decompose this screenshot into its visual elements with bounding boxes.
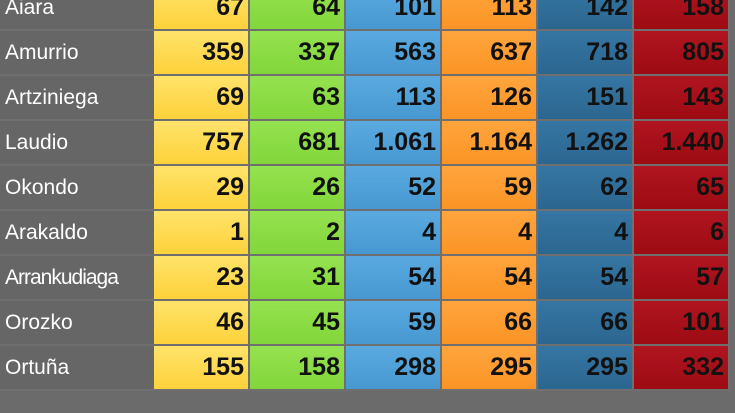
municipality-name: Arrankudiaga — [0, 254, 154, 301]
value-cell: 57 — [633, 254, 730, 301]
municipality-data-table: Aiara 67 64 101 113 142 158 Amurrio 359 337 563 637… — [0, 0, 730, 391]
value-cell: 31 — [249, 254, 346, 301]
value-cell: 1.164 — [441, 119, 538, 166]
value-cell: 59 — [441, 164, 538, 211]
value-cell: 62 — [537, 164, 634, 211]
value-cell: 54 — [537, 254, 634, 301]
value-cell: 67 — [153, 0, 250, 31]
value-cell: 46 — [153, 299, 250, 346]
value-cell: 54 — [345, 254, 442, 301]
value-cell: 359 — [153, 29, 250, 76]
value-cell: 52 — [345, 164, 442, 211]
value-cell: 158 — [249, 344, 346, 391]
value-cell: 155 — [153, 344, 250, 391]
municipality-name: Arakaldo — [0, 209, 154, 256]
value-cell: 295 — [441, 344, 538, 391]
value-cell: 1 — [153, 209, 250, 256]
value-cell: 126 — [441, 74, 538, 121]
table-row: Arakaldo 1 2 4 4 4 6 — [0, 209, 730, 256]
value-cell: 23 — [153, 254, 250, 301]
value-cell: 65 — [633, 164, 730, 211]
value-cell: 113 — [441, 0, 538, 31]
value-cell: 59 — [345, 299, 442, 346]
value-cell: 66 — [441, 299, 538, 346]
value-cell: 757 — [153, 119, 250, 166]
municipality-name: Aiara — [0, 0, 154, 31]
value-cell: 54 — [441, 254, 538, 301]
municipality-name: Okondo — [0, 164, 154, 211]
value-cell: 45 — [249, 299, 346, 346]
value-cell: 143 — [633, 74, 730, 121]
table-row: Laudio 757 681 1.061 1.164 1.262 1.440 — [0, 119, 730, 166]
municipality-name: Amurrio — [0, 29, 154, 76]
value-cell: 718 — [537, 29, 634, 76]
value-cell: 563 — [345, 29, 442, 76]
value-cell: 1.061 — [345, 119, 442, 166]
value-cell: 1.440 — [633, 119, 730, 166]
value-cell: 337 — [249, 29, 346, 76]
value-cell: 63 — [249, 74, 346, 121]
value-cell: 4 — [537, 209, 634, 256]
value-cell: 151 — [537, 74, 634, 121]
value-cell: 113 — [345, 74, 442, 121]
value-cell: 158 — [633, 0, 730, 31]
value-cell: 6 — [633, 209, 730, 256]
municipality-name: Ortuña — [0, 344, 154, 391]
value-cell: 26 — [249, 164, 346, 211]
table-row: Okondo 29 26 52 59 62 65 — [0, 164, 730, 211]
table-row: Aiara 67 64 101 113 142 158 — [0, 0, 730, 31]
value-cell: 4 — [345, 209, 442, 256]
value-cell: 66 — [537, 299, 634, 346]
table-row: Orozko 46 45 59 66 66 101 — [0, 299, 730, 346]
table-row: Artziniega 69 63 113 126 151 143 — [0, 74, 730, 121]
municipality-name: Artziniega — [0, 74, 154, 121]
value-cell: 142 — [537, 0, 634, 31]
value-cell: 681 — [249, 119, 346, 166]
value-cell: 295 — [537, 344, 634, 391]
table-row: Arrankudiaga 23 31 54 54 54 57 — [0, 254, 730, 301]
value-cell: 101 — [633, 299, 730, 346]
value-cell: 332 — [633, 344, 730, 391]
value-cell: 298 — [345, 344, 442, 391]
table-row: Ortuña 155 158 298 295 295 332 — [0, 344, 730, 391]
value-cell: 4 — [441, 209, 538, 256]
value-cell: 1.262 — [537, 119, 634, 166]
value-cell: 2 — [249, 209, 346, 256]
value-cell: 64 — [249, 0, 346, 31]
value-cell: 69 — [153, 74, 250, 121]
value-cell: 101 — [345, 0, 442, 31]
value-cell: 29 — [153, 164, 250, 211]
table-row: Amurrio 359 337 563 637 718 805 — [0, 29, 730, 76]
municipality-name: Laudio — [0, 119, 154, 166]
value-cell: 805 — [633, 29, 730, 76]
value-cell: 637 — [441, 29, 538, 76]
municipality-name: Orozko — [0, 299, 154, 346]
